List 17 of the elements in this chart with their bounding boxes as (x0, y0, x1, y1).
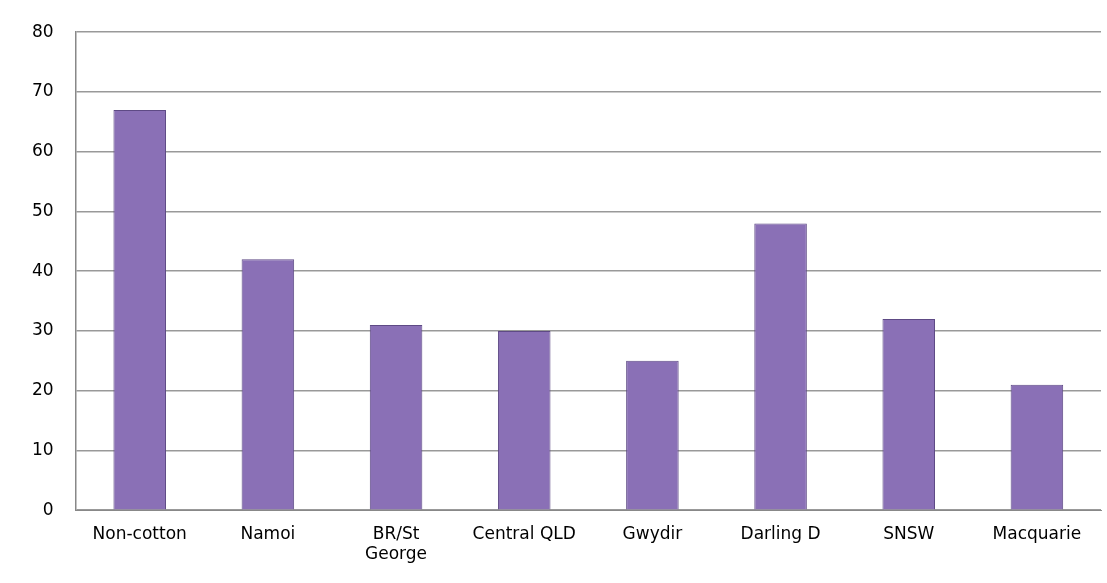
x-tick-label: Central QLD (472, 522, 576, 543)
y-tick-label: 50 (31, 199, 54, 220)
x-tick-label: BR/St George (365, 522, 428, 564)
y-tick-label: 20 (31, 379, 54, 400)
x-tick-label: Macquarie (992, 522, 1082, 543)
y-tick-label: 10 (31, 438, 54, 459)
y-tick-label: 70 (31, 80, 54, 101)
y-tick-label: 0 (42, 498, 54, 519)
y-tick-label: 60 (31, 140, 54, 161)
y-tick-label: 30 (31, 319, 54, 340)
y-tick-label: 40 (31, 259, 54, 280)
x-tick-label: Namoi (240, 522, 296, 543)
x-tick-label: Non-cotton (92, 522, 187, 543)
x-tick-label: Gwydir (622, 522, 683, 543)
x-tick-label: SNSW (883, 522, 935, 543)
y-tick-label: 80 (31, 20, 54, 41)
x-tick-label: Darling D (740, 522, 821, 543)
